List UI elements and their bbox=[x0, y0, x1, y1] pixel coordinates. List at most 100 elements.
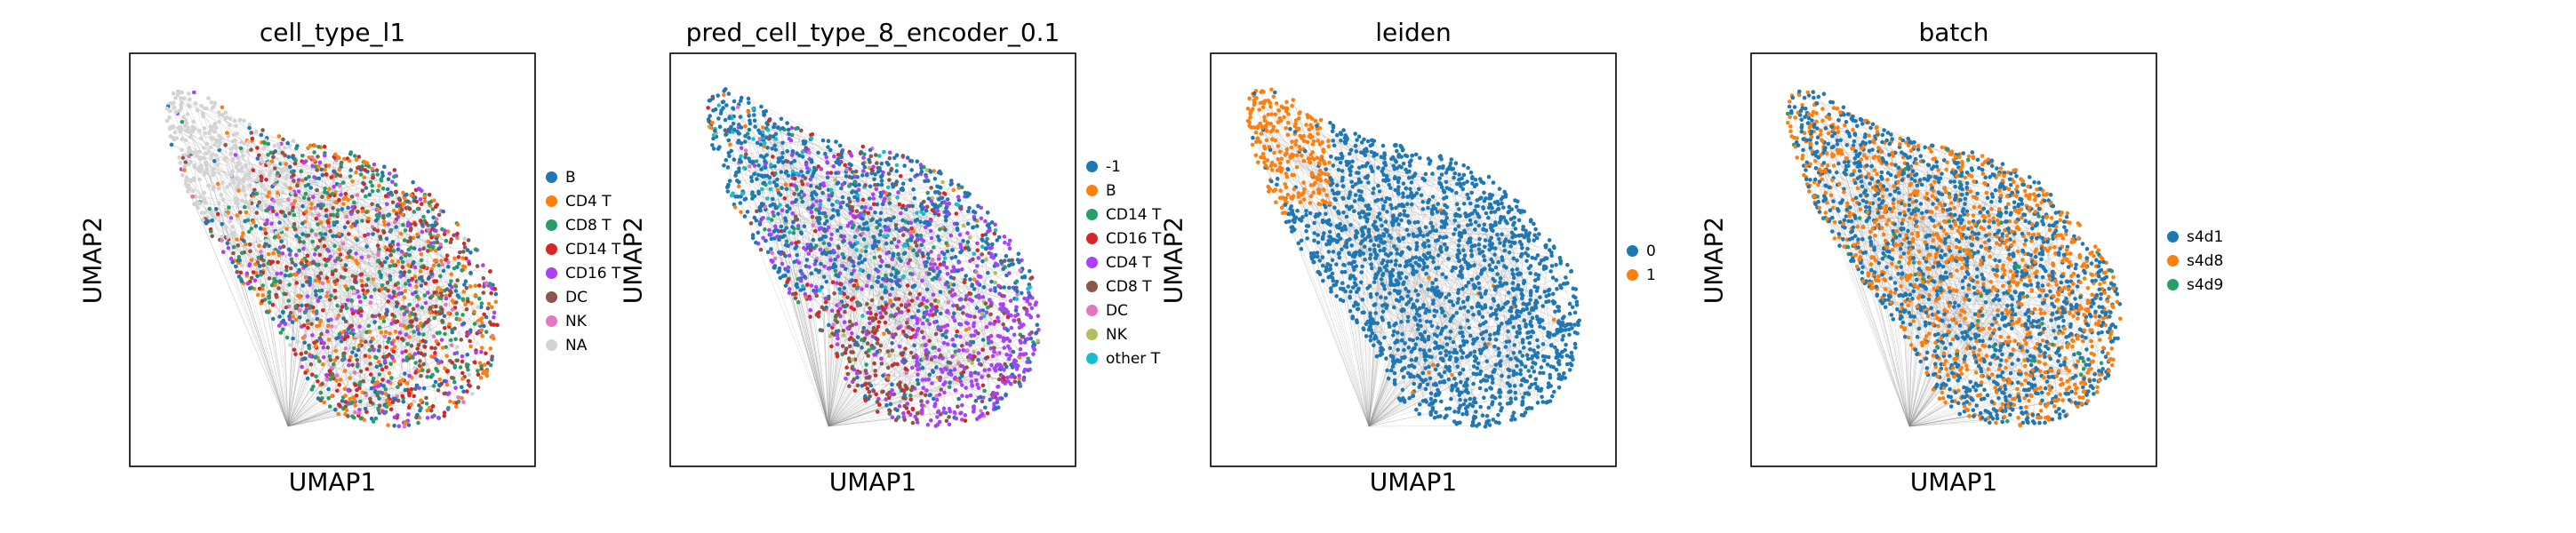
scatter-point bbox=[228, 123, 232, 128]
scatter-point bbox=[352, 370, 357, 375]
scatter-point bbox=[849, 259, 854, 264]
scatter-point bbox=[430, 294, 435, 298]
scatter-point bbox=[438, 242, 444, 247]
graph-edge bbox=[260, 227, 352, 229]
scatter-point bbox=[321, 308, 325, 313]
scatter-point bbox=[426, 239, 431, 244]
scatter-point bbox=[823, 299, 828, 305]
scatter-point bbox=[954, 416, 959, 421]
scatter-point bbox=[909, 314, 915, 320]
scatter-point bbox=[392, 168, 397, 172]
scatter-point bbox=[386, 299, 391, 304]
scatter-point bbox=[186, 91, 191, 96]
scatter-point bbox=[468, 251, 473, 255]
scatter-point bbox=[894, 271, 899, 276]
scatter-point bbox=[420, 306, 425, 310]
scatter-point bbox=[416, 420, 420, 426]
scatter-point bbox=[957, 233, 963, 237]
scatter-point bbox=[397, 203, 403, 209]
scatter-point bbox=[982, 388, 987, 394]
scatter-point bbox=[276, 145, 282, 150]
scatter-point bbox=[834, 329, 839, 334]
scatter-point bbox=[939, 325, 944, 330]
scatter-point bbox=[956, 396, 961, 402]
graph-edge bbox=[828, 259, 836, 427]
scatter-point bbox=[343, 346, 348, 351]
scatter-point bbox=[492, 336, 496, 341]
graph-edge bbox=[724, 130, 883, 307]
y-axis-label-text: UMAP2 bbox=[77, 216, 108, 305]
scatter-point bbox=[764, 238, 768, 243]
scatter-point bbox=[239, 225, 244, 229]
scatter-point bbox=[322, 144, 327, 149]
scatter-point bbox=[332, 358, 338, 362]
scatter-point bbox=[902, 163, 907, 168]
scatter-point bbox=[187, 187, 191, 192]
scatter-point bbox=[809, 132, 813, 138]
scatter-point bbox=[385, 202, 389, 207]
scatter-point bbox=[814, 199, 819, 203]
scatter-point bbox=[980, 233, 985, 238]
scatter-point bbox=[293, 352, 298, 357]
scatter-point bbox=[341, 275, 347, 280]
scatter-point bbox=[468, 384, 472, 388]
scatter-point bbox=[1017, 380, 1021, 385]
scatter-point bbox=[217, 119, 221, 124]
scatter-point bbox=[316, 155, 320, 159]
scatter-point bbox=[888, 278, 892, 282]
scatter-point bbox=[836, 336, 840, 341]
scatter-point bbox=[753, 124, 757, 129]
scatter-point bbox=[259, 272, 263, 277]
scatter-point bbox=[887, 150, 892, 155]
scatter-point bbox=[731, 191, 735, 196]
scatter-point bbox=[476, 369, 480, 373]
scatter-point bbox=[431, 384, 436, 388]
scatter-point bbox=[375, 228, 380, 234]
graph-edge bbox=[287, 319, 332, 427]
scatter-point bbox=[878, 264, 883, 269]
scatter-point bbox=[424, 220, 428, 226]
scatter-point bbox=[918, 163, 924, 167]
scatter-point bbox=[944, 335, 948, 339]
scatter-point bbox=[231, 132, 236, 137]
scatter-point bbox=[455, 231, 460, 236]
scatter-point bbox=[443, 331, 447, 337]
scatter-point bbox=[862, 210, 867, 214]
scatter-point bbox=[999, 260, 1004, 265]
scatter-point bbox=[863, 394, 868, 399]
scatter-point bbox=[368, 300, 373, 306]
scatter-point bbox=[212, 130, 217, 134]
graph-edge bbox=[292, 193, 353, 302]
scatter-point bbox=[279, 198, 284, 203]
scatter-point bbox=[956, 404, 960, 410]
scatter-point bbox=[835, 354, 840, 359]
scatter-point bbox=[972, 217, 977, 222]
scatter-point bbox=[272, 182, 277, 187]
scatter-point bbox=[1028, 268, 1032, 274]
scatter-point bbox=[904, 370, 908, 376]
scatter-point bbox=[204, 163, 209, 168]
graph-edge bbox=[287, 356, 313, 427]
scatter-point bbox=[841, 239, 845, 244]
scatter-point bbox=[172, 105, 177, 110]
graph-edge bbox=[828, 418, 899, 427]
scatter-point bbox=[454, 311, 460, 316]
scatter-point bbox=[806, 251, 811, 256]
graph-edge bbox=[869, 241, 924, 397]
scatter-point bbox=[924, 168, 929, 172]
scatter-point bbox=[365, 277, 371, 282]
graph-edge bbox=[336, 202, 380, 261]
scatter-point bbox=[405, 239, 411, 244]
scatter-point bbox=[436, 388, 441, 393]
scatter-point bbox=[360, 188, 365, 194]
graph-edge bbox=[252, 168, 388, 205]
scatter-point bbox=[225, 185, 229, 189]
scatter-point bbox=[911, 229, 916, 235]
scatter-point bbox=[236, 259, 242, 263]
graph-edge bbox=[841, 220, 978, 285]
scatter-point bbox=[1026, 287, 1030, 291]
scatter-point bbox=[336, 411, 341, 417]
scatter-point bbox=[325, 323, 331, 329]
scatter-point bbox=[297, 267, 302, 273]
scatter-point bbox=[332, 362, 336, 367]
